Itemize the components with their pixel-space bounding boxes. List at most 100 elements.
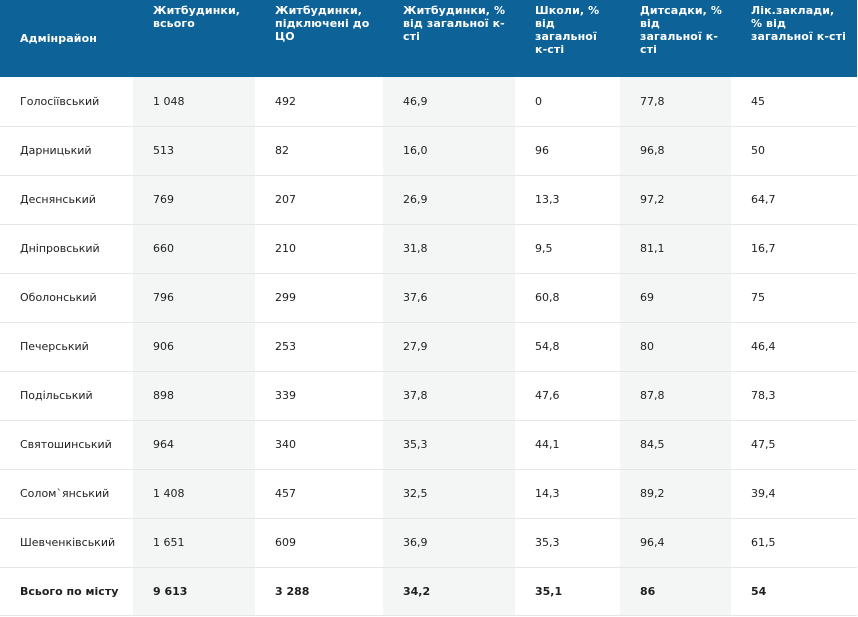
cell-buildings-connected: 339 <box>255 371 383 421</box>
cell-schools-percent: 14,3 <box>515 469 620 519</box>
table-row: Шевченківський 1 651 609 36,9 35,3 96,4 … <box>0 518 857 568</box>
cell-district: Дніпровський <box>0 224 133 274</box>
total-medical-percent: 54 <box>731 567 857 616</box>
cell-buildings-percent: 36,9 <box>383 518 515 568</box>
cell-buildings-connected: 340 <box>255 420 383 470</box>
table-row: Солом`янський 1 408 457 32,5 14,3 89,2 3… <box>0 469 857 519</box>
table-row: Дарницький 513 82 16,0 96 96,8 50 <box>0 126 857 176</box>
cell-buildings-total: 964 <box>133 420 255 470</box>
table-header-row: Адмінрайон Житбудинки, всього Житбудинки… <box>0 0 857 77</box>
header-district-label: Адмінрайон <box>20 32 97 45</box>
total-kindergartens-percent: 86 <box>620 567 731 616</box>
total-buildings-percent: 34,2 <box>383 567 515 616</box>
cell-kindergartens-percent: 77,8 <box>620 77 731 127</box>
cell-buildings-connected: 82 <box>255 126 383 176</box>
cell-buildings-total: 1 651 <box>133 518 255 568</box>
cell-buildings-percent: 31,8 <box>383 224 515 274</box>
cell-schools-percent: 60,8 <box>515 273 620 323</box>
table-row: Святошинський 964 340 35,3 44,1 84,5 47,… <box>0 420 857 470</box>
total-buildings-total: 9 613 <box>133 567 255 616</box>
cell-district: Подільський <box>0 371 133 421</box>
cell-schools-percent: 0 <box>515 77 620 127</box>
cell-buildings-percent: 26,9 <box>383 175 515 225</box>
cell-buildings-connected: 210 <box>255 224 383 274</box>
cell-buildings-percent: 46,9 <box>383 77 515 127</box>
cell-kindergartens-percent: 69 <box>620 273 731 323</box>
header-schools-percent: Школи, % від загальної к-сті <box>515 0 620 77</box>
cell-kindergartens-percent: 96,8 <box>620 126 731 176</box>
header-buildings-total-label: Житбудинки, всього <box>153 4 241 30</box>
cell-medical-percent: 45 <box>731 77 857 127</box>
cell-schools-percent: 47,6 <box>515 371 620 421</box>
header-medical-percent-label: Лік.заклади, % від загальної к-сті <box>751 4 846 43</box>
cell-medical-percent: 50 <box>731 126 857 176</box>
table-row: Печерський 906 253 27,9 54,8 80 46,4 <box>0 322 857 372</box>
table-row: Подільський 898 339 37,8 47,6 87,8 78,3 <box>0 371 857 421</box>
cell-buildings-percent: 32,5 <box>383 469 515 519</box>
cell-buildings-connected: 299 <box>255 273 383 323</box>
cell-buildings-total: 513 <box>133 126 255 176</box>
cell-buildings-percent: 35,3 <box>383 420 515 470</box>
cell-buildings-total: 769 <box>133 175 255 225</box>
cell-schools-percent: 96 <box>515 126 620 176</box>
cell-buildings-total: 796 <box>133 273 255 323</box>
cell-schools-percent: 9,5 <box>515 224 620 274</box>
cell-buildings-connected: 253 <box>255 322 383 372</box>
cell-buildings-percent: 16,0 <box>383 126 515 176</box>
total-buildings-connected: 3 288 <box>255 567 383 616</box>
cell-schools-percent: 13,3 <box>515 175 620 225</box>
cell-medical-percent: 39,4 <box>731 469 857 519</box>
table-total-row: Всього по місту 9 613 3 288 34,2 35,1 86… <box>0 567 857 616</box>
cell-medical-percent: 75 <box>731 273 857 323</box>
cell-kindergartens-percent: 97,2 <box>620 175 731 225</box>
header-kindergartens-percent-label: Дитсадки, % від загальної к-сті <box>640 4 723 56</box>
cell-kindergartens-percent: 87,8 <box>620 371 731 421</box>
cell-medical-percent: 64,7 <box>731 175 857 225</box>
cell-buildings-total: 898 <box>133 371 255 421</box>
header-buildings-connected-label: Житбудинки, підключені до ЦО <box>275 4 370 43</box>
header-district: Адмінрайон <box>0 0 133 77</box>
table-row: Голосіївський 1 048 492 46,9 0 77,8 45 <box>0 77 857 127</box>
cell-medical-percent: 16,7 <box>731 224 857 274</box>
header-buildings-total: Житбудинки, всього <box>133 0 255 77</box>
cell-district: Голосіївський <box>0 77 133 127</box>
cell-kindergartens-percent: 81,1 <box>620 224 731 274</box>
header-kindergartens-percent: Дитсадки, % від загальної к-сті <box>620 0 731 77</box>
cell-buildings-connected: 492 <box>255 77 383 127</box>
table-row: Оболонський 796 299 37,6 60,8 69 75 <box>0 273 857 323</box>
cell-buildings-total: 1 408 <box>133 469 255 519</box>
header-buildings-percent: Житбудинки, % від загальної к-сті <box>383 0 515 77</box>
total-schools-percent: 35,1 <box>515 567 620 616</box>
cell-district: Деснянський <box>0 175 133 225</box>
cell-buildings-percent: 37,6 <box>383 273 515 323</box>
cell-buildings-total: 1 048 <box>133 77 255 127</box>
cell-district: Солом`янський <box>0 469 133 519</box>
cell-buildings-connected: 207 <box>255 175 383 225</box>
cell-kindergartens-percent: 89,2 <box>620 469 731 519</box>
cell-medical-percent: 61,5 <box>731 518 857 568</box>
cell-medical-percent: 46,4 <box>731 322 857 372</box>
cell-medical-percent: 78,3 <box>731 371 857 421</box>
header-buildings-percent-label: Житбудинки, % від загальної к-сті <box>403 4 506 43</box>
cell-buildings-connected: 457 <box>255 469 383 519</box>
header-medical-percent: Лік.заклади, % від загальної к-сті <box>731 0 857 77</box>
total-label: Всього по місту <box>0 567 133 616</box>
cell-buildings-percent: 37,8 <box>383 371 515 421</box>
cell-kindergartens-percent: 80 <box>620 322 731 372</box>
cell-buildings-total: 906 <box>133 322 255 372</box>
cell-schools-percent: 44,1 <box>515 420 620 470</box>
cell-district: Святошинський <box>0 420 133 470</box>
header-schools-percent-label: Школи, % від загальної к-сті <box>535 4 600 56</box>
cell-buildings-connected: 609 <box>255 518 383 568</box>
header-buildings-connected: Житбудинки, підключені до ЦО <box>255 0 383 77</box>
cell-district: Оболонський <box>0 273 133 323</box>
cell-buildings-percent: 27,9 <box>383 322 515 372</box>
cell-district: Дарницький <box>0 126 133 176</box>
cell-district: Печерський <box>0 322 133 372</box>
cell-buildings-total: 660 <box>133 224 255 274</box>
table-row: Деснянський 769 207 26,9 13,3 97,2 64,7 <box>0 175 857 225</box>
cell-district: Шевченківський <box>0 518 133 568</box>
cell-medical-percent: 47,5 <box>731 420 857 470</box>
cell-kindergartens-percent: 96,4 <box>620 518 731 568</box>
